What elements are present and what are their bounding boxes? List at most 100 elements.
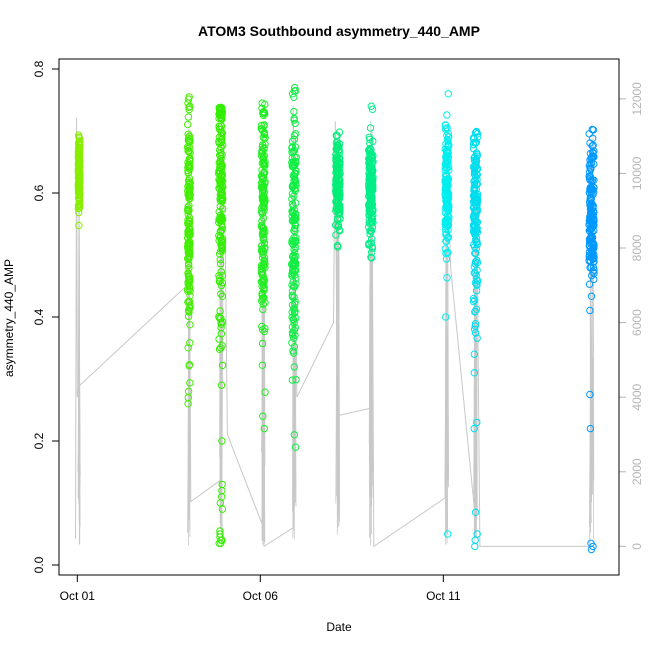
x-axis-label: Date [326, 620, 352, 634]
data-point [218, 215, 226, 223]
data-point-outlier [184, 99, 192, 107]
data-point [471, 320, 480, 328]
data-point [216, 256, 225, 264]
data-point [290, 363, 298, 371]
data-point [333, 164, 341, 173]
y2-tick-label: 4000 [630, 384, 644, 411]
secondary-line-segment [446, 450, 449, 482]
y2-tick-label: 6000 [630, 309, 644, 336]
data-point [291, 185, 299, 193]
data-point [259, 227, 267, 235]
data-point [290, 226, 298, 235]
data-point [474, 277, 482, 285]
data-point [184, 260, 193, 268]
data-point [260, 274, 268, 283]
data-point [260, 168, 268, 177]
data-point [292, 314, 300, 322]
data-point-outlier [473, 530, 481, 538]
data-point [443, 205, 451, 213]
data-point [75, 140, 83, 148]
data-point [471, 212, 479, 220]
data-point [288, 287, 297, 295]
data-point [590, 176, 598, 185]
data-point [334, 172, 342, 180]
data-point [258, 361, 267, 369]
data-point [75, 195, 84, 204]
data-point [74, 168, 83, 177]
data-point [259, 214, 268, 222]
y2-tick-label: 12000 [630, 82, 644, 116]
data-point [470, 220, 478, 229]
data-point [590, 160, 598, 168]
data-point [184, 113, 193, 121]
data-point [441, 160, 450, 169]
data-point [259, 294, 267, 302]
data-point [471, 279, 480, 287]
data-point [289, 240, 297, 249]
y2-tick-label: 8000 [630, 234, 644, 261]
data-point [472, 227, 480, 236]
data-point [585, 130, 593, 138]
data-point [470, 184, 478, 193]
data-point [259, 179, 267, 188]
data-point [474, 206, 482, 214]
data-point [586, 176, 595, 185]
data-point [333, 179, 342, 187]
data-point [288, 323, 297, 331]
data-point [472, 128, 481, 136]
data-point [442, 185, 450, 194]
data-point [288, 329, 297, 337]
data-point [366, 230, 374, 238]
data-point [470, 135, 478, 143]
y2-tick-label: 2000 [630, 458, 644, 485]
data-point [292, 280, 300, 288]
data-point [258, 326, 267, 334]
data-point [217, 125, 225, 134]
data-point [259, 275, 267, 284]
data-point [471, 296, 479, 304]
data-point [289, 202, 297, 210]
data-point [260, 159, 268, 167]
data-point [185, 297, 193, 305]
data-point [471, 176, 479, 185]
data-point [259, 153, 268, 161]
data-point [444, 206, 452, 215]
data-point [586, 306, 594, 315]
data-point [290, 107, 298, 116]
data-point [368, 176, 376, 184]
data-point [332, 184, 340, 192]
data-point [260, 239, 269, 247]
data-point [259, 127, 267, 135]
data-point [292, 179, 300, 188]
data-point [259, 147, 267, 156]
data-point [442, 172, 450, 180]
data-point [332, 181, 340, 189]
data-point [472, 207, 481, 215]
data-point [472, 286, 481, 295]
data-point [218, 238, 227, 247]
data-point [586, 160, 594, 168]
data-point [332, 131, 340, 140]
data-point [585, 257, 593, 265]
data-point [184, 278, 192, 286]
data-point [369, 211, 377, 219]
data-point [366, 183, 375, 192]
data-point [259, 195, 268, 204]
secondary-line-segment [187, 425, 189, 533]
data-point [291, 221, 300, 230]
data-point [368, 248, 376, 256]
data-point [367, 253, 375, 261]
data-point [336, 201, 344, 210]
data-point [291, 143, 300, 151]
data-point [219, 195, 227, 203]
data-point-outlier [587, 539, 595, 547]
data-point [469, 163, 478, 171]
data-point [185, 174, 194, 183]
data-point-outlier [586, 390, 594, 399]
data-point [259, 198, 268, 207]
data-point [184, 163, 192, 172]
y-tick-label: 0.2 [32, 432, 46, 449]
data-point [472, 238, 480, 246]
data-point [184, 216, 192, 224]
data-point [365, 146, 373, 155]
